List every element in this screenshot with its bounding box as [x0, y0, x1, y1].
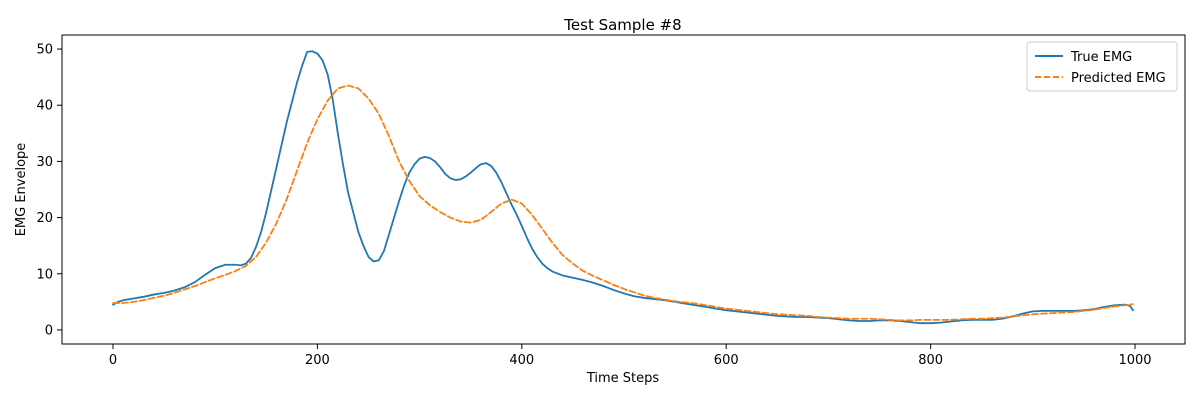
y-tick-label: 20 [36, 211, 53, 226]
x-tick-label: 400 [509, 353, 534, 368]
x-tick-label: 800 [918, 353, 943, 368]
x-tick-label: 0 [109, 353, 117, 368]
y-tick-label: 50 [36, 43, 53, 58]
series-line-true-emg [112, 50, 1134, 325]
y-tick-label: 30 [36, 155, 53, 170]
y-tick-label: 10 [36, 267, 53, 282]
x-axis-label: Time Steps [586, 371, 660, 386]
y-axis-label: EMG Envelope [14, 143, 29, 237]
chart-title: Test Sample #8 [563, 16, 681, 34]
legend-box [1026, 41, 1178, 92]
plot-frame [61, 34, 1186, 345]
legend-label-predicted-emg: Predicted EMG [1071, 71, 1166, 86]
y-tick-label: 40 [36, 99, 53, 114]
plot-area [112, 50, 1134, 325]
legend-label-true-emg: True EMG [1070, 50, 1132, 65]
legend: True EMG Predicted EMG [1026, 41, 1178, 92]
series-line-predicted-emg [112, 84, 1134, 322]
x-axis: 0 200 400 600 800 1000 [109, 344, 1152, 368]
y-tick-label: 0 [45, 323, 53, 338]
y-axis: 0 10 20 30 40 50 [36, 43, 62, 338]
x-tick-label: 1000 [1118, 353, 1151, 368]
x-tick-label: 200 [305, 353, 330, 368]
x-tick-label: 600 [714, 353, 739, 368]
